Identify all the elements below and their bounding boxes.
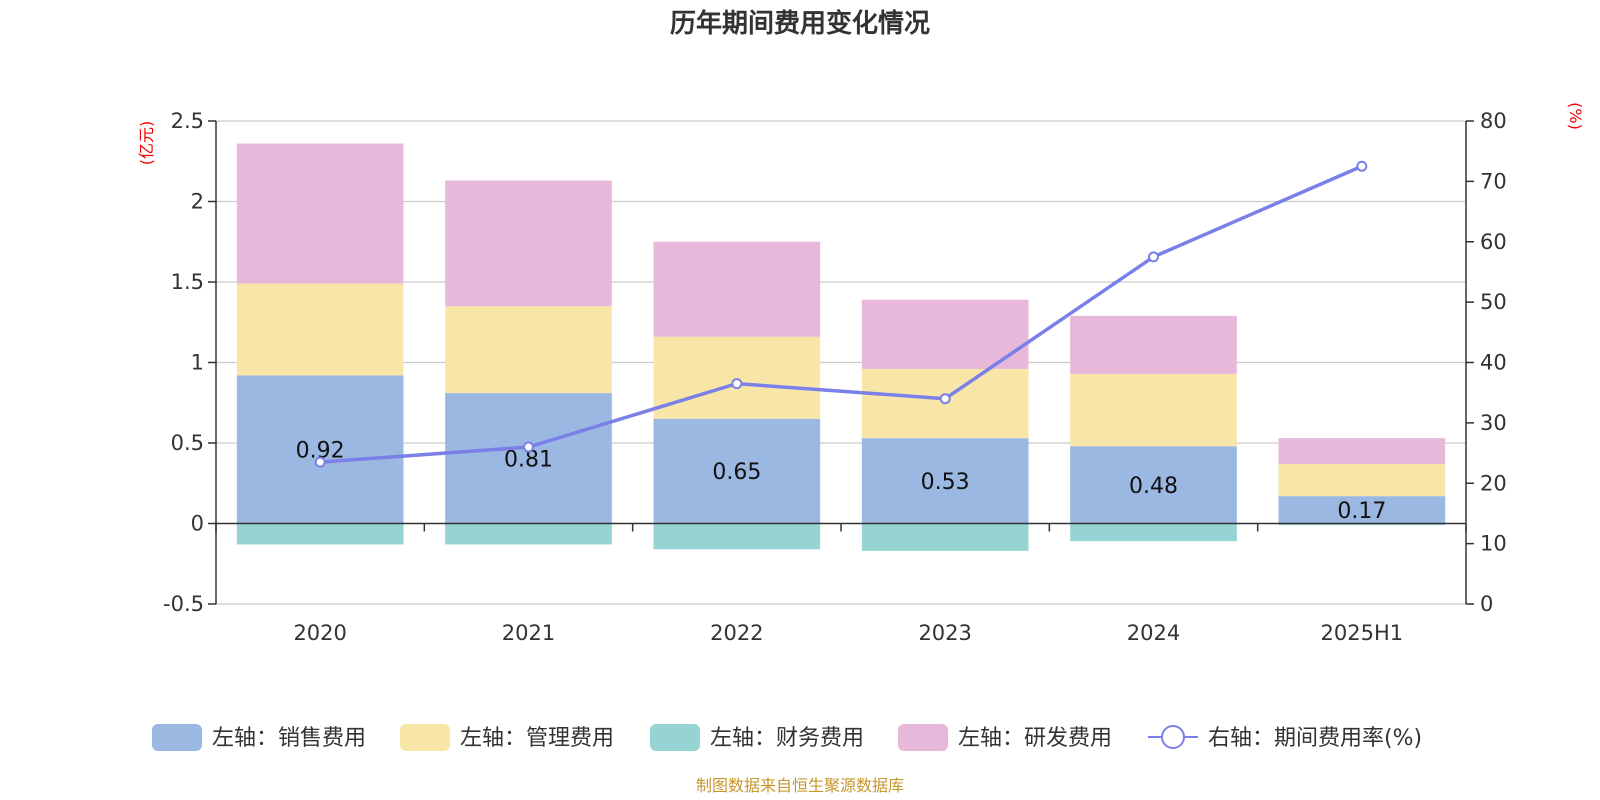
x-axis-tick-label: 2025H1	[1321, 621, 1404, 645]
bar-segment	[861, 438, 1029, 524]
bar-segment	[236, 523, 404, 545]
bar-segment	[861, 299, 1029, 369]
legend-label: 左轴：财务费用	[710, 726, 864, 751]
left-axis-tick-label: 1	[191, 351, 204, 375]
left-axis-tick-label: 1.5	[171, 270, 204, 294]
data-label: 0.48	[1129, 474, 1178, 499]
bar-segment	[236, 375, 404, 524]
bar-segment	[445, 306, 612, 394]
rate-point	[1148, 251, 1159, 263]
source-note: 制图数据来自恒生聚源数据库	[696, 776, 904, 795]
bar-segment	[653, 418, 821, 524]
bar-segment	[1070, 373, 1237, 447]
bar-layer	[236, 143, 1446, 551]
left-axis-tick-label: 0.5	[171, 431, 204, 455]
left-axis-tick-label: 0	[191, 512, 204, 536]
bar-segment	[1278, 463, 1446, 497]
rate-point	[523, 441, 534, 453]
bar-segment	[1070, 315, 1237, 374]
x-axis-tick-label: 2024	[1127, 621, 1180, 645]
legend-swatch	[650, 724, 700, 751]
legend-swatch	[400, 724, 450, 751]
right-axis-tick-label: 50	[1480, 290, 1507, 314]
right-axis-tick-label: 30	[1480, 411, 1507, 435]
x-axis-tick-label: 2021	[502, 621, 555, 645]
legend-label: 右轴：期间费用率(%)	[1208, 726, 1422, 751]
bar-segment	[1278, 438, 1446, 464]
legend: 左轴：销售费用 左轴：管理费用 左轴：财务费用 左轴：研发费用 右轴：期间费用率(%)	[152, 724, 1422, 751]
right-axis-tick-label: 80	[1480, 109, 1507, 133]
bar-segment	[445, 393, 612, 524]
bar-segment	[445, 523, 612, 545]
x-axis-tick-label: 2023	[918, 621, 971, 645]
right-axis-tick-label: 10	[1480, 532, 1507, 556]
bar-segment	[236, 283, 404, 376]
legend-label: 左轴：研发费用	[958, 726, 1112, 751]
legend-swatch	[152, 724, 202, 751]
left-axis-tick-label: -0.5	[163, 592, 204, 616]
left-axis-tick-label: 2	[191, 190, 204, 214]
bar-segment	[653, 523, 821, 550]
axis-layer: -0.5 0 0.5 1 1.5 2 2.5 0 10 20 30 40 50 60 70 80 2020 202…	[163, 109, 1507, 645]
rate-point	[314, 456, 326, 468]
data-label: 0.65	[712, 460, 761, 485]
bar-segment	[445, 180, 612, 307]
legend-swatch	[898, 724, 948, 751]
right-axis-tick-label: 70	[1480, 169, 1507, 193]
right-axis-tick-label: 60	[1480, 230, 1507, 254]
right-axis-tick-label: 0	[1480, 592, 1493, 616]
right-axis-tick-label: 20	[1480, 471, 1507, 495]
grid-layer	[216, 120, 1466, 605]
rate-line	[320, 164, 1363, 464]
rate-point	[939, 393, 951, 405]
legend-label: 左轴：销售费用	[212, 726, 366, 751]
bar-segment	[1278, 496, 1446, 524]
data-label: 0.53	[921, 470, 970, 495]
left-axis-unit: (亿元)	[137, 121, 156, 166]
x-axis-tick-label: 2020	[293, 621, 346, 645]
rate-point	[1356, 160, 1368, 172]
bar-segment	[1070, 523, 1237, 542]
rate-point	[731, 378, 743, 390]
left-axis-tick-label: 2.5	[171, 109, 204, 133]
bar-segment	[1278, 523, 1446, 526]
chart-title: 历年期间费用变化情况	[670, 8, 930, 39]
bar-segment	[861, 523, 1029, 551]
right-axis-tick-label: 40	[1480, 351, 1507, 375]
bar-segment	[236, 143, 404, 284]
label-layer: 0.92 0.810.65 0.53 0.480.17	[296, 438, 1387, 523]
x-axis-tick-label: 2022	[710, 621, 763, 645]
legend-swatch-marker	[1161, 725, 1185, 749]
right-axis-unit: (%)	[1566, 102, 1585, 130]
legend-label: 左轴：管理费用	[460, 726, 614, 751]
bar-segment	[653, 241, 821, 337]
bar-segment	[1070, 446, 1237, 524]
bar-segment	[653, 336, 821, 419]
line-layer	[314, 160, 1368, 468]
data-label: 0.17	[1337, 499, 1386, 524]
